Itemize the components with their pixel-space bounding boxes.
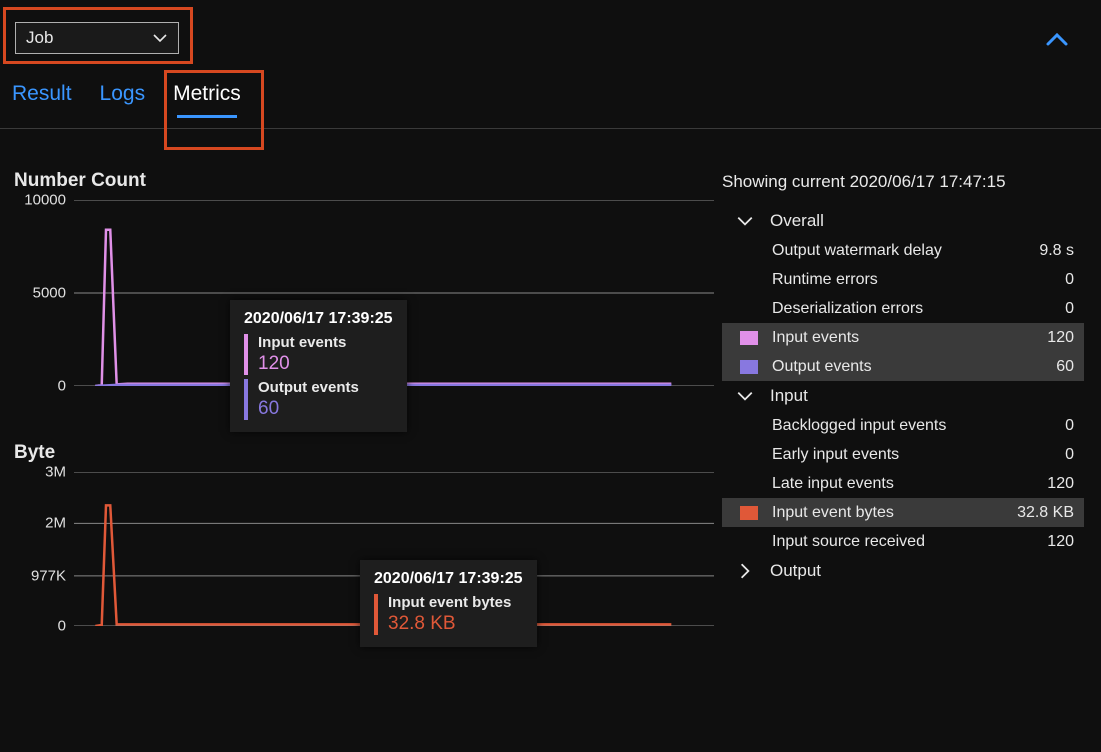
tooltip-timestamp: 2020/06/17 17:39:25: [244, 310, 393, 328]
metric-label: Input event bytes: [772, 504, 1017, 522]
y-axis-tick: 3M: [45, 464, 66, 481]
chart-tooltip: 2020/06/17 17:39:25 Input events 120 Output…: [230, 300, 407, 432]
metric-label: Backlogged input events: [772, 417, 1065, 435]
metric-label: Input source received: [772, 533, 1047, 551]
tooltip-color-bar: [244, 379, 248, 420]
tooltip-color-bar: [244, 334, 248, 375]
chart-number-count: 050001000017:30:0017:40:0017:50:002020/0…: [14, 200, 714, 386]
chevron-right-icon: [736, 562, 754, 580]
metric-value: 0: [1065, 417, 1074, 435]
y-axis-tick: 0: [58, 618, 66, 635]
metric-label: Deserialization errors: [772, 300, 1065, 318]
chart-byte: 0977K2M3M17:30:0017:40:0017:50:002020/06…: [14, 472, 714, 626]
chart-tooltip: 2020/06/17 17:39:25 Input event bytes 32.8…: [360, 560, 537, 647]
y-axis-tick: 977K: [31, 567, 66, 584]
tab-result[interactable]: Result: [12, 82, 72, 116]
metric-value: 120: [1047, 329, 1074, 347]
tooltip-row: Input events 120: [244, 334, 393, 375]
tab-metrics[interactable]: Metrics: [173, 82, 241, 116]
metric-value: 120: [1047, 475, 1074, 493]
metrics-group-header[interactable]: Overall: [722, 206, 1084, 236]
metric-color-swatch: [740, 331, 758, 345]
metric-value: 9.8 s: [1039, 242, 1074, 260]
metrics-group-label: Overall: [770, 211, 824, 231]
metric-value: 120: [1047, 533, 1074, 551]
metric-row[interactable]: Backlogged input events0: [722, 411, 1084, 440]
tooltip-metric-value: 120: [258, 353, 346, 375]
y-axis-tick: 2M: [45, 515, 66, 532]
tooltip-row: Output events 60: [244, 379, 393, 420]
tab-bar: Result Logs Metrics: [12, 82, 241, 116]
metric-value: 0: [1065, 446, 1074, 464]
metric-row[interactable]: Runtime errors0: [722, 265, 1084, 294]
tooltip-metric-label: Input event bytes: [388, 594, 511, 611]
collapse-panel-button[interactable]: [1045, 28, 1069, 52]
metric-color-swatch: [740, 506, 758, 520]
chevron-up-icon: [1045, 28, 1069, 52]
tooltip-metric-value: 32.8 KB: [388, 613, 511, 635]
metric-label: Runtime errors: [772, 271, 1065, 289]
y-axis-tick: 0: [58, 378, 66, 395]
chevron-down-icon: [152, 30, 168, 46]
chart-title-byte: Byte: [14, 442, 714, 464]
metric-label: Output events: [772, 358, 1056, 376]
metrics-content: Number Count 050001000017:30:0017:40:001…: [0, 140, 1101, 752]
metric-label: Late input events: [772, 475, 1047, 493]
y-axis-tick: 5000: [33, 285, 66, 302]
metric-value: 0: [1065, 300, 1074, 318]
y-axis-tick: 10000: [24, 192, 66, 209]
metrics-group-header[interactable]: Input: [722, 381, 1084, 411]
tooltip-timestamp: 2020/06/17 17:39:25: [374, 570, 523, 588]
tooltip-metric-label: Input events: [258, 334, 346, 351]
metrics-group-label: Input: [770, 386, 808, 406]
tooltip-metric-label: Output events: [258, 379, 359, 396]
metric-row[interactable]: Input event bytes32.8 KB: [722, 498, 1084, 527]
tooltip-metric-value: 60: [258, 398, 359, 420]
metric-row[interactable]: Late input events120: [722, 469, 1084, 498]
metrics-side-panel: Showing current 2020/06/17 17:47:15 Over…: [722, 172, 1084, 586]
metric-row[interactable]: Early input events0: [722, 440, 1084, 469]
metric-row[interactable]: Input events120: [722, 323, 1084, 352]
metric-value: 32.8 KB: [1017, 504, 1074, 522]
metric-value: 60: [1056, 358, 1074, 376]
metric-row[interactable]: Output events60: [722, 352, 1084, 381]
metric-label: Output watermark delay: [772, 242, 1039, 260]
job-dropdown[interactable]: Job: [15, 22, 179, 54]
metric-row[interactable]: Deserialization errors0: [722, 294, 1084, 323]
job-dropdown-label: Job: [26, 28, 152, 48]
chevron-down-icon: [736, 387, 754, 405]
metric-color-swatch: [740, 360, 758, 374]
tab-logs[interactable]: Logs: [100, 82, 146, 116]
metric-label: Input events: [772, 329, 1047, 347]
tooltip-row: Input event bytes 32.8 KB: [374, 594, 523, 635]
metric-row[interactable]: Output watermark delay9.8 s: [722, 236, 1084, 265]
metrics-group-header[interactable]: Output: [722, 556, 1084, 586]
tooltip-color-bar: [374, 594, 378, 635]
tab-divider: [0, 128, 1101, 129]
metric-row[interactable]: Input source received120: [722, 527, 1084, 556]
chart-title-number-count: Number Count: [14, 170, 714, 192]
metric-value: 0: [1065, 271, 1074, 289]
metrics-group-label: Output: [770, 561, 821, 581]
metric-label: Early input events: [772, 446, 1065, 464]
charts-column: Number Count 050001000017:30:0017:40:001…: [14, 170, 714, 626]
side-timestamp: Showing current 2020/06/17 17:47:15: [722, 172, 1084, 192]
chevron-down-icon: [736, 212, 754, 230]
